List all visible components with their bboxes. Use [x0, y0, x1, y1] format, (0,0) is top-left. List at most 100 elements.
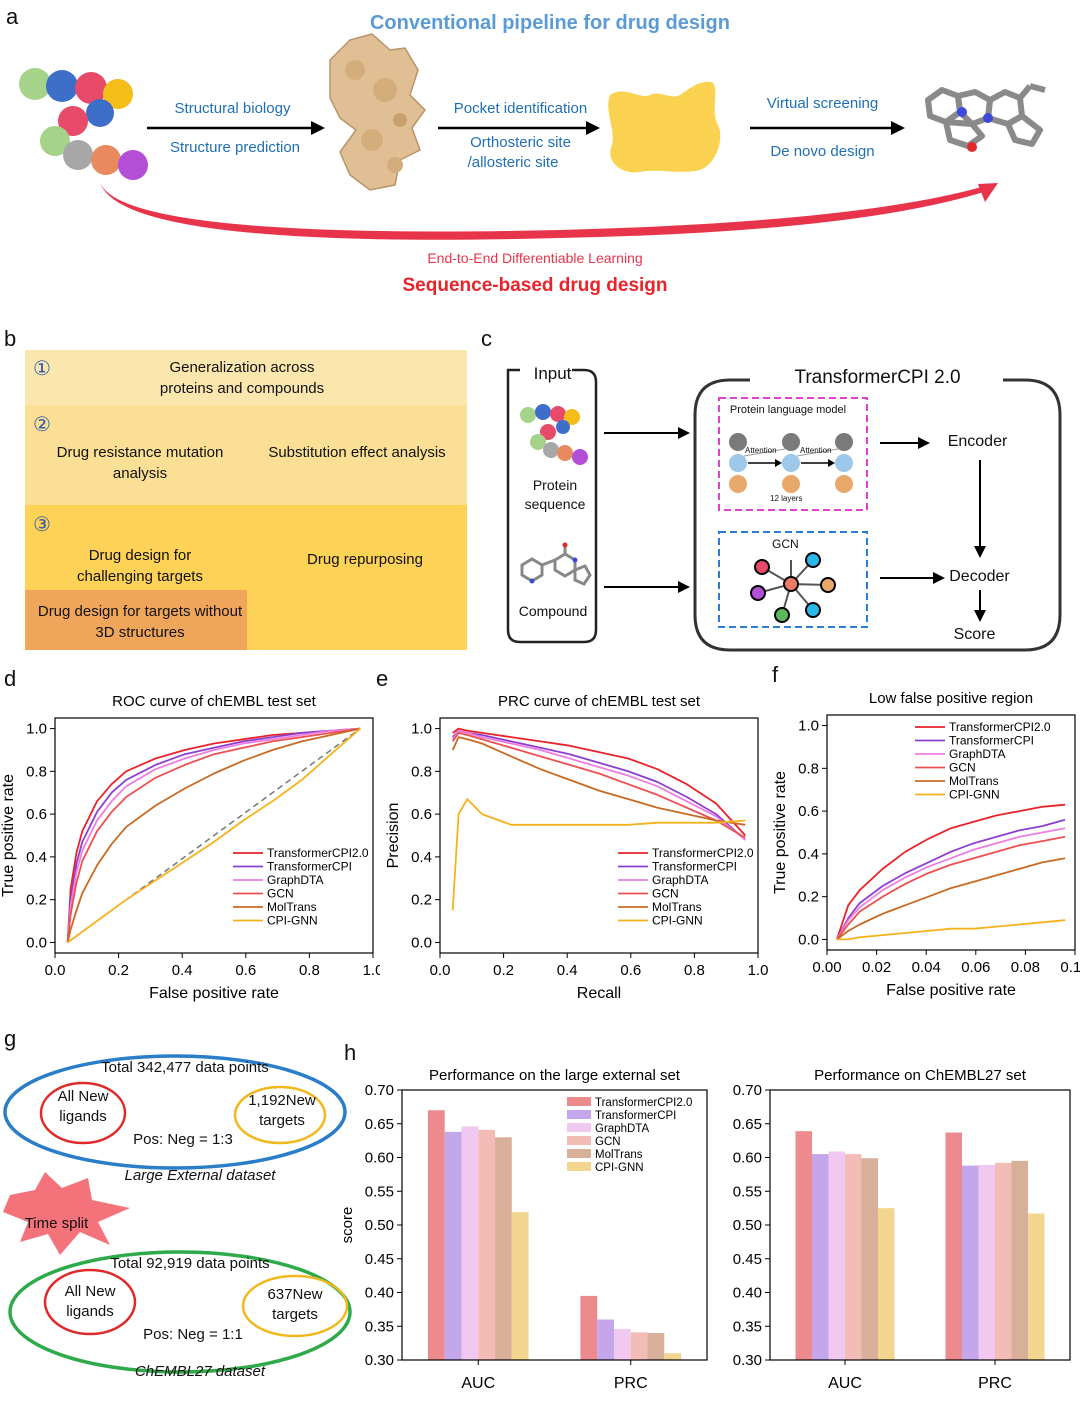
row2-left-text: Drug resistance mutation analysis	[56, 444, 224, 482]
series-line-moltrans	[836, 857, 1066, 941]
y-tick-label: 0.30	[365, 1352, 394, 1369]
row3-bottom-text: Drug design for targets without 3D struc…	[37, 603, 243, 641]
bar-auc-cpi-gnn	[511, 1212, 529, 1360]
panel-c-figure	[506, 368, 1062, 652]
x-tick-label: 1.0	[748, 962, 768, 979]
y-tick-label: 0.70	[733, 1082, 762, 1099]
y-tick-label: 0.4	[411, 849, 432, 866]
panel-letter-g: g	[4, 1026, 17, 1051]
x-tick-label: 0.10	[1060, 959, 1080, 976]
y-tick-label: 0.0	[411, 934, 432, 951]
plot-frame	[401, 1089, 708, 1361]
y-tick-label: 0.55	[365, 1183, 394, 1200]
arrow1-bottom-label: Structure prediction	[169, 139, 301, 156]
bar-prc-graphdta	[613, 1328, 631, 1360]
row3-orange-bg	[25, 590, 247, 650]
y-axis-label: True positive rate	[0, 774, 17, 897]
panel-letter-e: e	[376, 666, 389, 691]
panel-a-title: Conventional pipeline for drug design	[369, 12, 730, 34]
legend-label: TransformerCPI2.0	[652, 846, 754, 860]
number-3: ③	[33, 514, 51, 536]
x-tick-label: 0.8	[299, 962, 320, 979]
y-tick-label: 0.60	[733, 1150, 762, 1167]
bottom-ratio: Pos: Neg = 1:1	[143, 1326, 243, 1343]
top-ratio: Pos: Neg = 1:3	[133, 1131, 233, 1148]
protein-structure-image	[329, 33, 426, 191]
panel-g-figure	[3, 1054, 352, 1374]
y-axis-label: score	[340, 1207, 356, 1244]
y-tick-label: 1.0	[26, 721, 47, 738]
panel-letter-b: b	[4, 326, 17, 351]
bar-prc-cpi-gnn	[664, 1353, 682, 1360]
plot-frame	[54, 717, 374, 954]
legend-label: TransformerCPI2.0	[949, 720, 1051, 734]
bar-prc-transformercpi2-0	[945, 1132, 962, 1360]
row3-right-text: Drug repurposing	[307, 551, 423, 568]
legend-label: GCN	[652, 887, 679, 901]
residue-circle	[46, 70, 78, 102]
pocket-shape	[608, 81, 721, 173]
y-tick-label: 0.30	[733, 1352, 762, 1369]
legend-swatch	[567, 1123, 591, 1132]
residue-circle	[118, 150, 148, 180]
y-tick-label: 0.8	[411, 763, 432, 780]
x-tick-label: 0.4	[557, 962, 578, 979]
chart-title: Performance on the large external set	[429, 1067, 681, 1084]
roc-chart: ROC curve of chEMBL test set 0.0 0.2 0.4 0.6…	[0, 693, 380, 1002]
row1-bg	[25, 350, 467, 405]
residue-circle	[58, 106, 88, 136]
series-line-cpi-gnn	[836, 919, 1066, 941]
x-tick-label: 0.06	[961, 959, 990, 976]
y-axis-label: Precision	[385, 803, 402, 869]
y-tick-label: 0.2	[411, 892, 432, 909]
arrow3-bottom-label: De novo design	[770, 143, 875, 160]
y-tick-label: 0.55	[733, 1183, 762, 1200]
series-line-graphdta	[836, 827, 1066, 940]
x-tick-label: 1.0	[363, 962, 380, 979]
legend-label: GCN	[949, 761, 976, 775]
y-tick-label: 1.0	[411, 721, 432, 738]
bar-prc-gcn	[630, 1332, 648, 1360]
y-tick-label: 0.65	[365, 1116, 394, 1133]
time-split-label: Time split	[24, 1215, 89, 1232]
decoder-label: Decoder	[949, 568, 1010, 585]
residue-circle	[91, 145, 121, 175]
chart-title: PRC curve of chEMBL test set	[498, 693, 701, 710]
bar-prc-transformercpi	[962, 1165, 979, 1360]
series-line-transformercpi2-0	[836, 803, 1066, 940]
series-line-transformercpi	[836, 818, 1066, 940]
arrow2-bottom-label: /allosteric site	[467, 154, 559, 171]
bar-auc-transformercpi2-0	[427, 1110, 445, 1360]
y-tick-label: 0.8	[798, 760, 819, 777]
series-line-transformercpi2-0	[452, 727, 746, 837]
bar-prc-graphdta	[978, 1164, 995, 1360]
y-tick-label: 0.45	[733, 1251, 762, 1268]
bar-auc-transformercpi	[444, 1131, 462, 1360]
y-tick-label: 0.6	[26, 806, 47, 823]
row3-left-text: Drug design for challenging targets	[77, 547, 203, 585]
legend-label: GraphDTA	[267, 873, 323, 887]
bottom-ligands: All New ligands	[64, 1283, 116, 1320]
x-tick-label: 0.2	[108, 962, 129, 979]
chembl27-bar-chart: Performance on ChEMBL27 set 0.30 0.35 0.40 0…	[733, 1067, 1071, 1392]
legend-swatch	[567, 1149, 591, 1158]
y-tick-label: 0.35	[733, 1318, 762, 1335]
series-line-transformercpi	[66, 727, 361, 943]
x-tick-label: 0.0	[45, 962, 66, 979]
y-tick-label: 0.2	[798, 889, 819, 906]
residue-circle	[75, 72, 107, 104]
bar-prc-cpi-gnn	[1028, 1213, 1045, 1360]
x-tick-label: 0.4	[172, 962, 193, 979]
arrow3-top-label: Virtual screening	[766, 95, 879, 112]
y-tick-label: 0.70	[365, 1082, 394, 1099]
panel-letter-f: f	[772, 662, 779, 687]
series-line-gcn	[66, 727, 361, 943]
y-tick-label: 0.40	[365, 1285, 394, 1302]
bottom-caption: ChEMBL27 dataset	[134, 1363, 266, 1380]
series-line-moltrans	[451, 736, 746, 826]
bar-prc-moltrans	[1011, 1160, 1028, 1360]
x-tick-label: 0.6	[235, 962, 256, 979]
x-tick-label: 0.6	[620, 962, 641, 979]
bar-auc-cpi-gnn	[878, 1208, 895, 1360]
prc-chart: PRC curve of chEMBL test set 0.0 0.2 0.4 0.6…	[385, 693, 768, 1002]
